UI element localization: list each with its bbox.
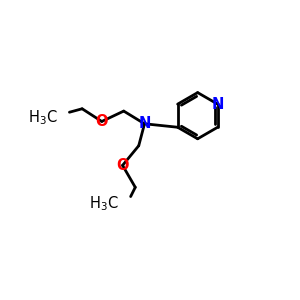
- Text: N: N: [138, 116, 151, 131]
- Text: O: O: [95, 114, 108, 129]
- Text: $\mathregular{H_3C}$: $\mathregular{H_3C}$: [28, 109, 58, 128]
- Text: N: N: [212, 97, 224, 112]
- Text: $\mathregular{H_3C}$: $\mathregular{H_3C}$: [89, 194, 119, 213]
- Text: O: O: [116, 158, 129, 173]
